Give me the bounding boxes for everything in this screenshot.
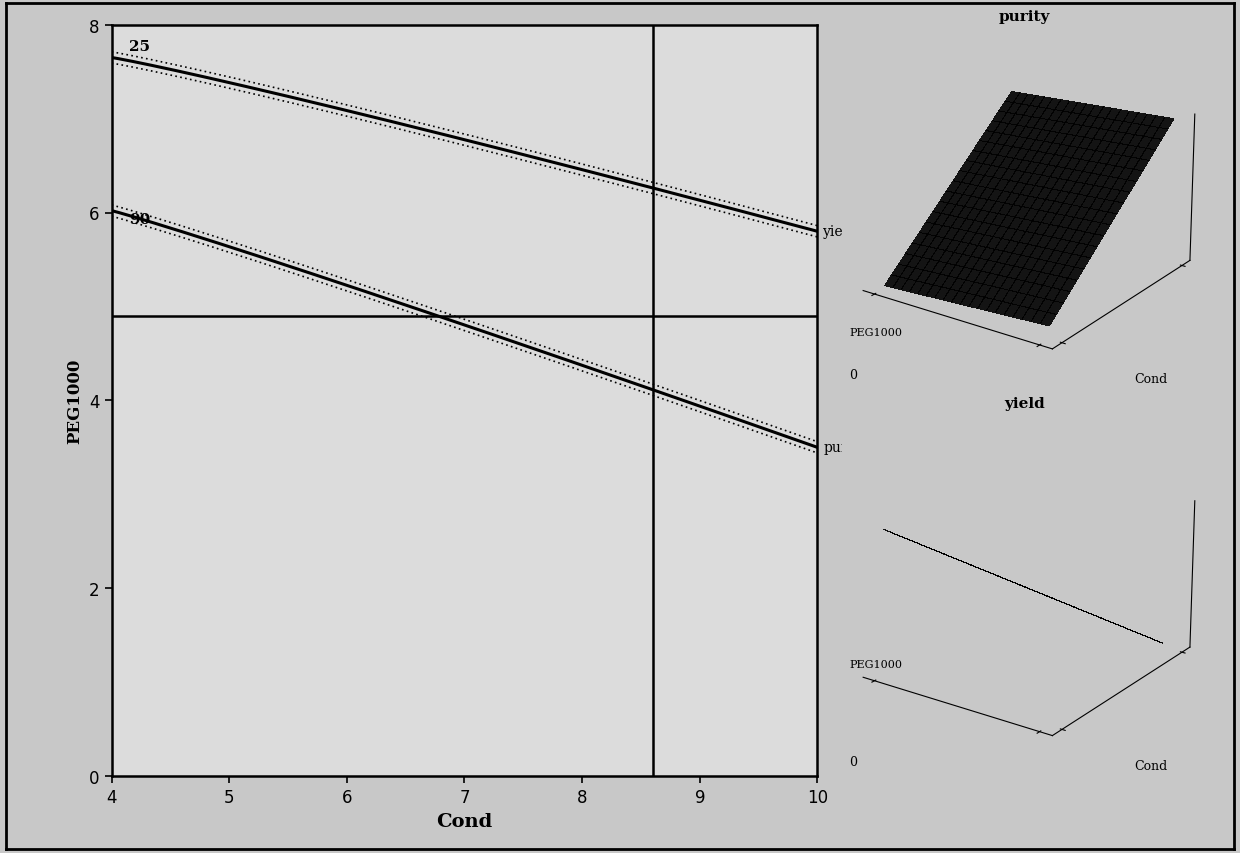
Title: yield: yield: [1004, 397, 1045, 410]
Text: PEG1000: PEG1000: [849, 659, 903, 669]
X-axis label: Cond: Cond: [436, 811, 492, 829]
Text: yield: yield: [823, 225, 857, 239]
Text: 0: 0: [849, 369, 857, 382]
Title: purity: purity: [998, 10, 1050, 25]
Text: purity: purity: [823, 441, 866, 455]
Y-axis label: PEG1000: PEG1000: [67, 358, 83, 444]
Text: 0: 0: [849, 755, 857, 769]
Text: PEG1000: PEG1000: [849, 328, 903, 337]
Text: 90: 90: [129, 213, 150, 227]
Text: Cond: Cond: [1133, 373, 1167, 386]
Text: Cond: Cond: [1133, 759, 1167, 772]
Text: 25: 25: [129, 40, 150, 54]
